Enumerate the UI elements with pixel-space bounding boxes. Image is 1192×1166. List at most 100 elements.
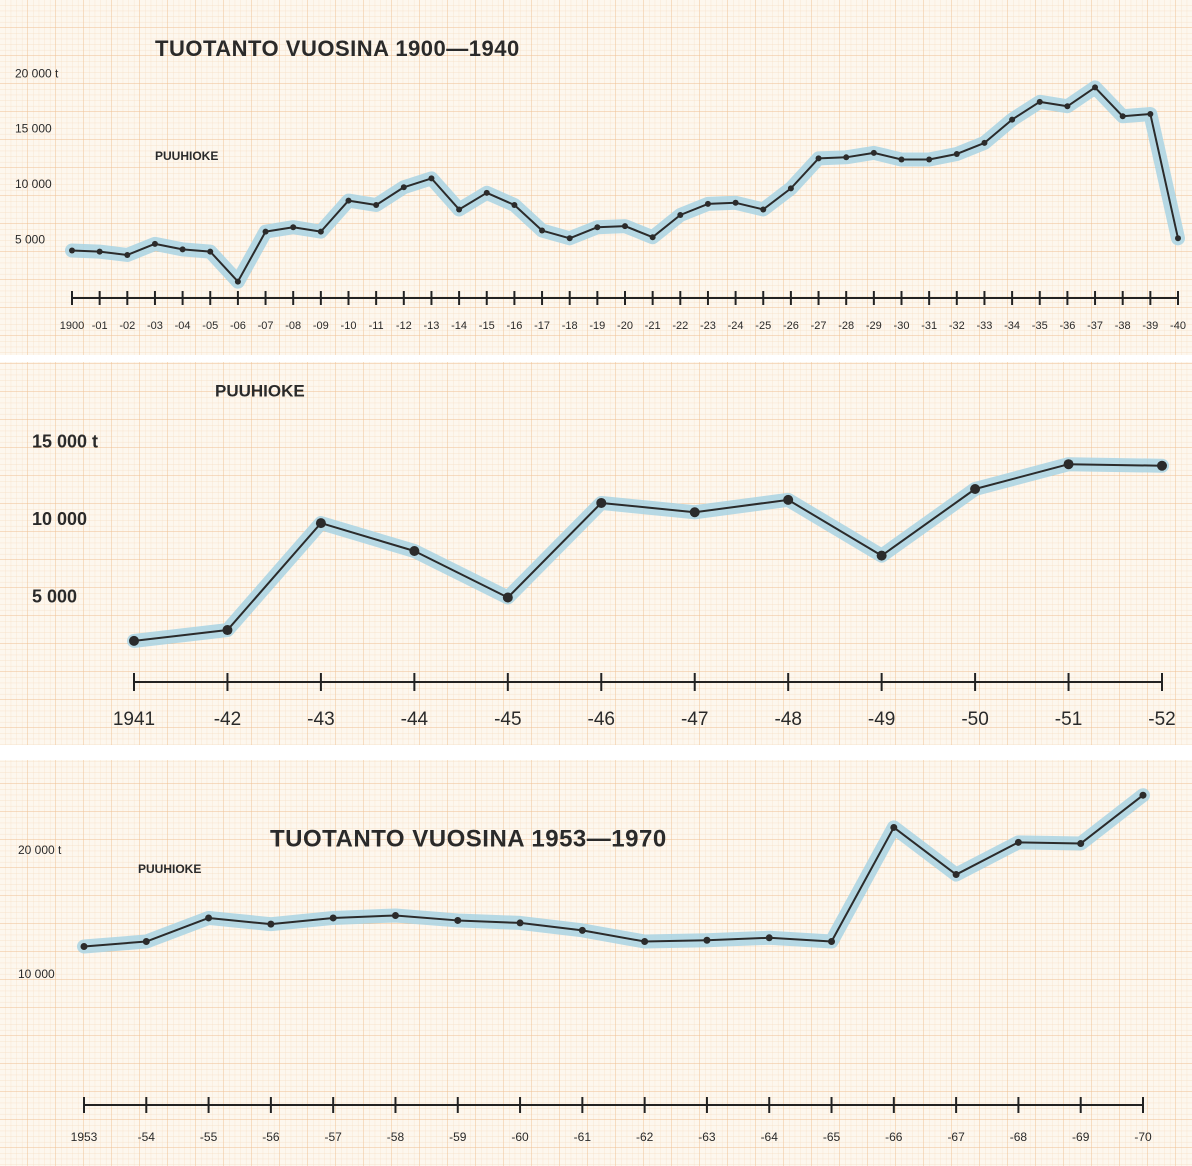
x-tick-label: -43: [307, 709, 334, 730]
x-tick-label: -01: [92, 320, 108, 332]
chart-title: TUOTANTO VUOSINA 1953—1970: [270, 825, 667, 852]
x-tick-label: -30: [894, 320, 910, 332]
line: [133, 463, 1163, 642]
x-tick-label: -66: [885, 1130, 903, 1144]
x-tick-label: -04: [175, 320, 191, 332]
x-tick-label: -27: [811, 320, 827, 332]
x-tick-label: -29: [866, 320, 882, 332]
x-tick-label: -17: [534, 320, 550, 332]
point: [783, 494, 794, 505]
x-tick-label: -47: [681, 709, 708, 730]
point: [329, 914, 337, 922]
x-tick-label: -45: [494, 709, 521, 730]
point: [69, 247, 75, 254]
point: [1139, 791, 1147, 799]
x-tick-label: -60: [511, 1130, 529, 1144]
x-tick-label: -63: [698, 1130, 716, 1144]
point: [317, 228, 324, 235]
point: [649, 234, 656, 241]
point: [843, 154, 850, 161]
point: [732, 199, 739, 206]
point: [454, 916, 462, 924]
point: [391, 911, 399, 919]
point: [566, 235, 573, 242]
y-tick-label: 20 000 t: [18, 843, 62, 857]
point: [677, 212, 684, 219]
y-tick-label: 10 000: [32, 509, 87, 529]
point: [400, 184, 407, 191]
y-tick-label: 20 000 t: [15, 66, 59, 80]
series-label: PUUHIOKE: [215, 381, 305, 400]
point: [594, 224, 601, 231]
x-tick-label: -46: [588, 709, 615, 730]
point: [765, 934, 773, 942]
point: [1036, 98, 1043, 105]
x-tick-label: -11: [369, 320, 384, 332]
x-tick-label: -12: [396, 320, 412, 332]
x-tick-label: -22: [672, 320, 688, 332]
point: [828, 938, 836, 946]
point: [898, 156, 905, 163]
x-tick-label: 1941: [113, 709, 155, 730]
point: [234, 278, 241, 285]
point: [1077, 840, 1085, 848]
x-tick-label: -65: [823, 1130, 841, 1144]
point: [689, 507, 700, 518]
point: [1119, 113, 1126, 120]
x-tick-label: -24: [728, 320, 744, 332]
point: [760, 206, 767, 213]
x-tick-label: -59: [449, 1130, 467, 1144]
x-tick-label: -34: [1004, 320, 1020, 332]
x-tick-label: -69: [1072, 1130, 1090, 1144]
point: [151, 240, 158, 247]
point: [1063, 459, 1074, 470]
x-tick-label: -16: [506, 320, 522, 332]
x-tick-label: -61: [574, 1130, 592, 1144]
point: [345, 197, 352, 204]
x-tick-label: -42: [214, 709, 241, 730]
point: [80, 942, 88, 950]
y-tick-label: 5 000: [15, 233, 45, 247]
x-tick-label: -10: [341, 320, 357, 332]
x-tick-label: -62: [636, 1130, 654, 1144]
point: [511, 202, 518, 209]
point: [207, 248, 214, 255]
line: [83, 794, 1144, 948]
x-tick-label: 1953: [71, 1130, 98, 1144]
x-tick-label: -02: [119, 320, 135, 332]
x-tick-label: -06: [230, 320, 246, 332]
y-tick-label: 5 000: [32, 586, 77, 606]
x-tick-label: -05: [202, 320, 218, 332]
x-tick-label: -28: [838, 320, 854, 332]
x-tick-label: -56: [262, 1130, 280, 1144]
x-tick-label: -64: [761, 1130, 779, 1144]
x-tick-label: -50: [961, 709, 988, 730]
point: [1014, 838, 1022, 846]
point: [96, 248, 103, 255]
point: [1175, 235, 1181, 242]
x-tick-label: -14: [451, 320, 467, 332]
point: [502, 592, 513, 603]
point: [315, 518, 326, 529]
x-tick-label: -20: [617, 320, 633, 332]
x-tick-label: -32: [949, 320, 965, 332]
point: [262, 228, 269, 235]
x-tick-label: -37: [1087, 320, 1103, 332]
x-tick-label: -03: [147, 320, 163, 332]
point: [1147, 111, 1154, 118]
x-tick-label: -70: [1134, 1130, 1152, 1144]
x-tick-label: -39: [1142, 320, 1158, 332]
point: [409, 546, 420, 556]
x-tick-label: -31: [921, 320, 937, 332]
point: [578, 926, 586, 934]
point: [787, 185, 794, 192]
point: [267, 920, 275, 928]
graph-paper: [0, 0, 1192, 355]
y-tick-label: 15 000: [15, 122, 52, 136]
point: [1092, 84, 1099, 91]
x-tick-label: -51: [1055, 709, 1082, 730]
x-tick-label: -40: [1170, 320, 1186, 332]
x-tick-label: -18: [562, 320, 578, 332]
x-tick-label: -23: [700, 320, 716, 332]
